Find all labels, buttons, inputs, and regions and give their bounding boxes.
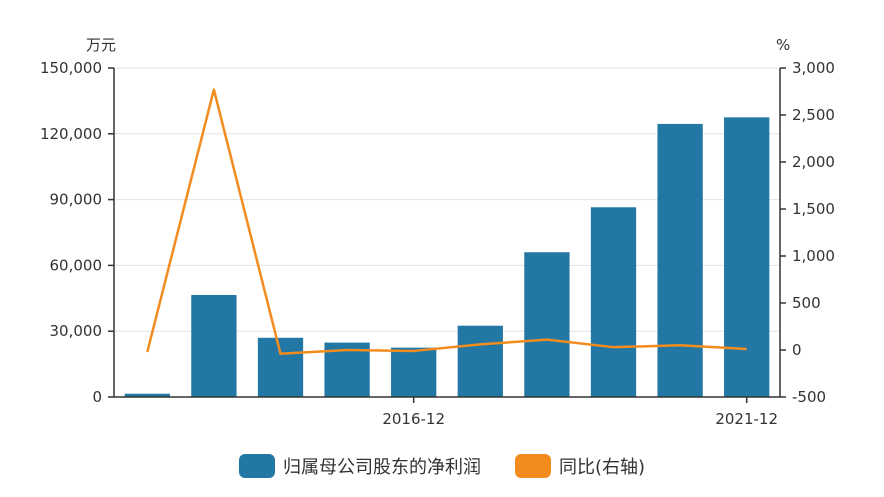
bar [257, 337, 304, 397]
right-tick-label: 1,500 [792, 200, 835, 218]
left-tick-labels: 150,000 120,000 90,000 60,000 30,000 0 [40, 59, 102, 406]
x-tick-labels: 2016-12 2021-12 [382, 410, 778, 428]
bar [124, 393, 170, 397]
bar [191, 295, 237, 397]
x-tick-label: 2021-12 [715, 410, 778, 428]
right-tick-label: 500 [792, 294, 821, 312]
legend-item-yoy[interactable]: 同比(右轴) [514, 453, 646, 479]
left-tick-label: 150,000 [40, 59, 102, 77]
left-tick-label: 30,000 [50, 322, 103, 340]
right-tick-label: 3,000 [792, 59, 835, 77]
bar [391, 347, 437, 397]
legend-label-net-profit: 归属母公司股东的净利润 [282, 457, 481, 478]
bar [590, 207, 637, 397]
x-tick-label: 2016-12 [382, 410, 445, 428]
legend-item-net-profit[interactable]: 归属母公司股东的净利润 [238, 453, 481, 479]
bar [657, 123, 703, 398]
chart: 万元 % 150,000 120,000 90,000 60,000 30,000 0 3… [40, 36, 835, 428]
right-tick-label: 2,500 [792, 106, 835, 124]
bar [457, 325, 503, 397]
left-tick-label: 90,000 [50, 191, 103, 209]
right-tick-label: -500 [792, 388, 826, 406]
legend-swatch-yoy [514, 454, 551, 478]
line-series [146, 88, 747, 356]
right-tick-labels: 3,000 2,500 2,000 1,500 1,000 500 0 -500 [792, 59, 835, 406]
legend-label-yoy: 同比(右轴) [558, 457, 646, 478]
left-tick-label: 120,000 [40, 125, 102, 143]
right-axis-unit: % [776, 36, 790, 54]
right-tick-label: 2,000 [792, 153, 835, 171]
line-path [146, 88, 747, 356]
left-tick-label: 0 [92, 388, 102, 406]
bar [724, 117, 770, 397]
legend-swatch-net-profit [238, 454, 275, 478]
bar-series [124, 117, 770, 398]
left-tick-label: 60,000 [50, 256, 103, 274]
right-tick-label: 1,000 [792, 247, 835, 265]
right-tick-label: 0 [792, 341, 802, 359]
axes [108, 67, 786, 403]
legend: 归属母公司股东的净利润 同比(右轴) [0, 446, 884, 486]
bar [524, 252, 570, 397]
left-axis-unit: 万元 [86, 36, 116, 54]
